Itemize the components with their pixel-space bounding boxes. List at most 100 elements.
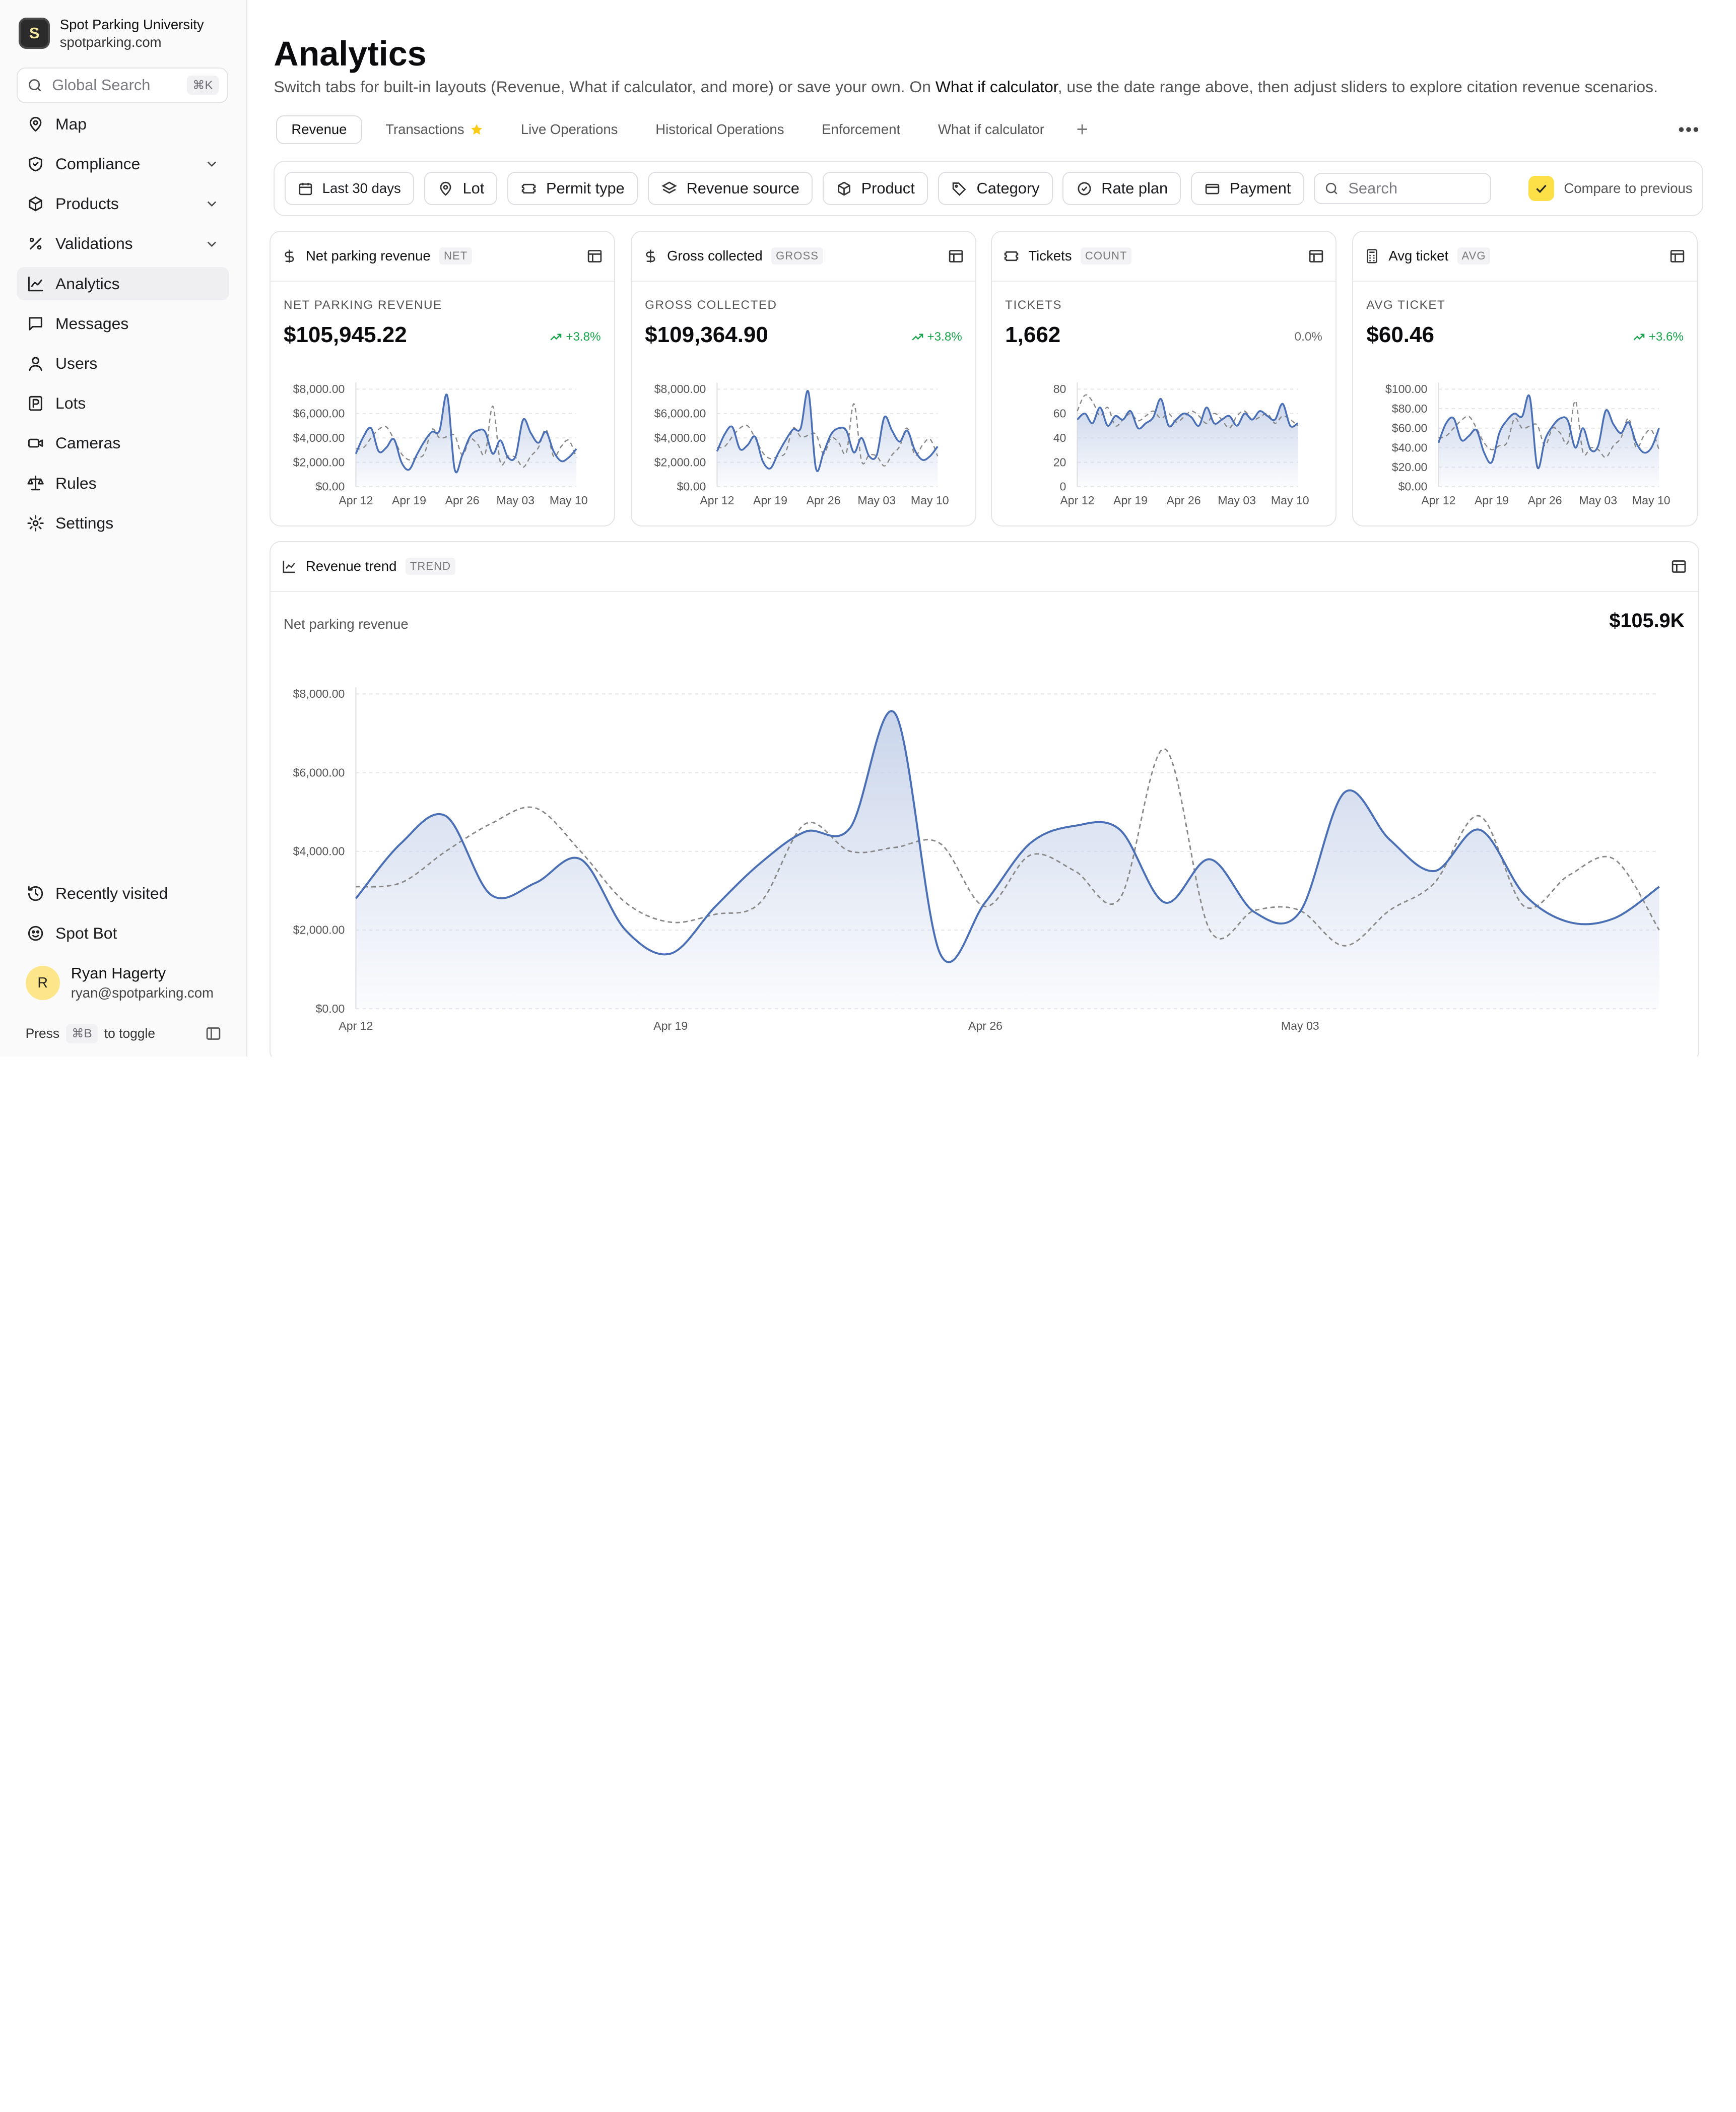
sidebar-item-analytics[interactable]: Analytics	[17, 267, 230, 301]
y-tick-label: $2,000.00	[293, 923, 345, 936]
x-tick-label: Apr 19	[392, 494, 426, 507]
sidebar-item-label: Settings	[55, 513, 114, 532]
kpi-label: AVG TICKET	[1366, 298, 1446, 312]
series-line-current	[355, 393, 577, 474]
org-domain: spotparking.com	[59, 34, 162, 50]
map-pin-icon	[29, 116, 42, 132]
card-badge: COUNT	[1081, 247, 1132, 265]
table-view-icon[interactable]	[948, 248, 964, 265]
lot-filter-button[interactable]: Lot	[424, 172, 498, 205]
page-description-highlight: What if calculator	[935, 78, 1058, 96]
org-switcher[interactable]: S Spot Parking University spotparking.co…	[19, 16, 204, 51]
camera-icon	[28, 439, 43, 448]
sidebar-item-recently-visited[interactable]: Recently visited	[17, 877, 229, 910]
sidebar-item-lots[interactable]: Lots	[17, 387, 229, 420]
permit-type-filter-button[interactable]: Permit type	[507, 172, 638, 205]
kpi-label: NET PARKING REVENUE	[283, 298, 442, 312]
sidebar-item-map[interactable]: Map	[17, 107, 229, 141]
chevron-down-icon[interactable]	[204, 156, 220, 172]
payment-filter-button[interactable]: Payment	[1191, 172, 1304, 205]
card-title: Tickets	[1028, 248, 1072, 264]
y-tick-label: $0.00	[315, 480, 345, 493]
x-tick-label: May 10	[550, 494, 588, 507]
sidebar-item-cameras[interactable]: Cameras	[17, 427, 229, 460]
revenue-source-filter-button[interactable]: Revenue source	[647, 172, 813, 205]
table-view-icon[interactable]	[1308, 248, 1324, 265]
series-line-current	[716, 389, 939, 472]
table-view-icon[interactable]	[586, 248, 603, 265]
y-tick-label: $20.00	[1392, 460, 1428, 474]
tab-live-operations[interactable]: Live Operations	[506, 115, 632, 144]
x-tick-label: Apr 12	[339, 494, 373, 507]
global-search[interactable]: Global Search ⌘K	[17, 68, 229, 103]
series-area-current	[355, 711, 1659, 1009]
x-tick-label: May 03	[1579, 494, 1617, 507]
chevron-down-icon[interactable]	[204, 196, 220, 212]
revenue-trend-card: Revenue trend TREND Net parking revenue …	[269, 541, 1699, 1057]
more-options-icon[interactable]: •••	[1678, 119, 1700, 140]
user-profile[interactable]: R Ryan Hagerty ryan@spotparking.com	[25, 963, 214, 1003]
sidebar-nav-bottom: Recently visited Spot Bot	[17, 877, 229, 956]
kpi-label: TICKETS	[1005, 298, 1062, 312]
sidebar-item-messages[interactable]: Messages	[17, 307, 229, 340]
date-range-button[interactable]: Last 30 days	[285, 172, 414, 205]
kpi-card-avg-ticket: Avg ticket AVG AVG TICKET $60.46 +3.6% $100.0…	[1352, 230, 1698, 526]
avatar: R	[25, 966, 60, 1001]
gear-icon	[27, 515, 44, 532]
y-tick-label: $6,000.00	[654, 407, 706, 420]
table-view-icon[interactable]	[1669, 248, 1686, 265]
card-header: Revenue trend TREND	[270, 542, 1698, 592]
category-filter-button[interactable]: Category	[938, 172, 1053, 205]
rate-plan-filter-button[interactable]: Rate plan	[1062, 172, 1181, 205]
sidebar-toggle-icon[interactable]	[205, 1025, 222, 1042]
line-chart-icon	[283, 560, 295, 573]
product-filter-button[interactable]: Product	[822, 172, 928, 205]
y-tick-label: $80.00	[1392, 402, 1428, 415]
x-tick-label: Apr 19	[653, 1019, 688, 1032]
compare-to-previous-toggle[interactable]: Compare to previous	[1528, 175, 1693, 202]
add-tab-button[interactable]: +	[1076, 118, 1088, 141]
series-line-current	[1076, 398, 1298, 430]
filter-search-input[interactable]: Search	[1314, 173, 1492, 204]
tab-enforcement[interactable]: Enforcement	[808, 115, 915, 144]
y-tick-label: 20	[1053, 455, 1066, 469]
kpi-delta: +3.8%	[549, 330, 601, 344]
kpi-value: $109,364.90	[645, 322, 768, 347]
tab-transactions[interactable]: Transactions	[371, 115, 498, 144]
sidebar-item-spot-bot[interactable]: Spot Bot	[17, 916, 229, 950]
kpi-delta: 0.0%	[1295, 330, 1322, 344]
x-tick-label: Apr 26	[1528, 494, 1562, 507]
tab-historical-operations[interactable]: Historical Operations	[641, 115, 798, 144]
table-view-icon[interactable]	[1671, 558, 1687, 575]
sidebar-item-label: Lots	[55, 394, 86, 413]
compare-checkbox[interactable]	[1528, 175, 1554, 202]
bot-icon	[28, 926, 43, 941]
sidebar-item-rules[interactable]: Rules	[17, 467, 229, 500]
sidebar-item-users[interactable]: Users	[17, 347, 229, 380]
x-tick-label: Apr 12	[1060, 494, 1094, 507]
y-tick-label: $8,000.00	[293, 382, 345, 395]
date-range-label: Last 30 days	[322, 180, 401, 196]
x-tick-label: Apr 12	[1421, 494, 1455, 507]
chevron-down-icon[interactable]	[204, 236, 220, 252]
kpi-chart: $100.00$80.00$60.00$40.00$20.00$0.00Apr …	[1385, 382, 1671, 507]
y-tick-label: $60.00	[1392, 421, 1428, 434]
sidebar-item-validations[interactable]: Validations	[17, 227, 229, 260]
tab-what-if-calculator[interactable]: What if calculator	[923, 115, 1058, 144]
toggle-hint-suffix: to toggle	[104, 1026, 156, 1041]
trend-total: $105.9K	[1609, 609, 1685, 632]
kpi-delta: +3.8%	[911, 330, 962, 344]
kpi-card-tickets: Tickets COUNT TICKETS 1,662 0.0% 80 60 40 20 0 Apr…	[990, 230, 1337, 526]
sidebar-item-products[interactable]: Products	[17, 187, 229, 221]
ticket-icon	[522, 183, 536, 193]
sidebar-item-compliance[interactable]: Compliance	[17, 148, 229, 181]
tab-label: What if calculator	[938, 121, 1044, 138]
series-area-current	[1077, 399, 1298, 487]
kpi-delta-value: +3.8%	[566, 330, 601, 344]
page-description: Switch tabs for built-in layouts (Revenu…	[274, 78, 1658, 96]
sidebar-item-settings[interactable]: Settings	[17, 506, 229, 540]
y-tick-label: $0.00	[677, 480, 706, 493]
tab-revenue[interactable]: Revenue	[276, 115, 363, 144]
y-tick-label: $6,000.00	[293, 407, 345, 420]
